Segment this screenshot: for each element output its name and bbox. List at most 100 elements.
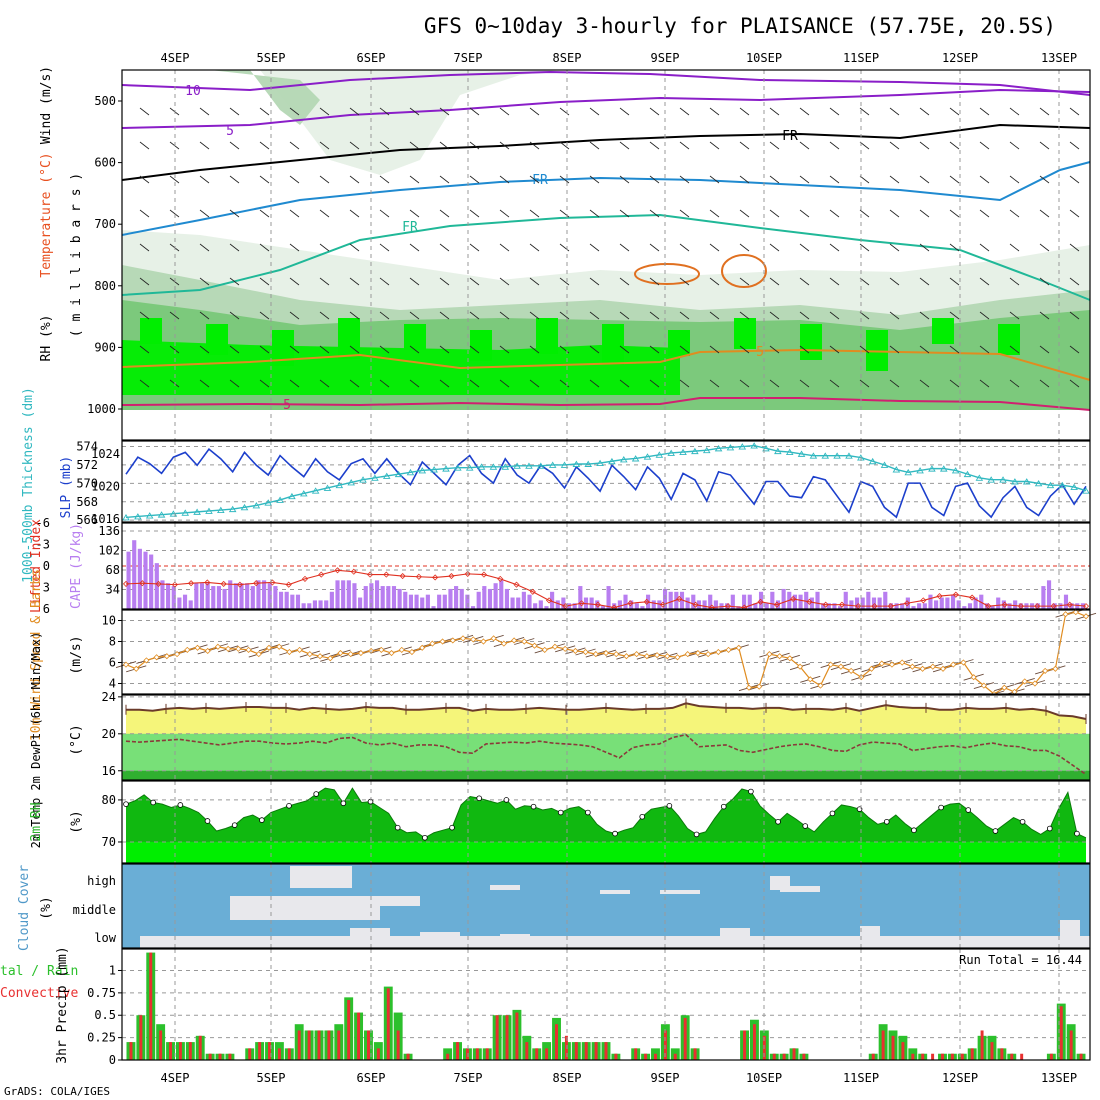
- barb-2-21: [769, 175, 780, 184]
- wind-marker-16: [286, 648, 293, 656]
- wind-marker-17: [296, 646, 303, 653]
- cape-bar-84: [600, 606, 605, 609]
- cape-bar-51: [414, 594, 419, 609]
- cape-bar-90: [634, 603, 639, 609]
- rh-marker-18: [286, 803, 292, 809]
- barb-2-17: [649, 175, 660, 184]
- li-marker-6: [220, 580, 227, 587]
- barb-3-0: [139, 209, 150, 218]
- thickness-marker-26: [430, 466, 438, 473]
- barb-6-1: [169, 311, 180, 320]
- cape-bar-141: [922, 603, 927, 609]
- barb-6-19: [709, 311, 720, 320]
- thickness-marker-79: [1058, 481, 1067, 489]
- thickness-marker-72: [975, 474, 984, 481]
- precip-tick-1: 0.25: [87, 1031, 116, 1045]
- contour-2: [121, 123, 1091, 181]
- barb-6-11: [469, 311, 480, 320]
- barb-1-21: [769, 141, 780, 150]
- cape-bar-139: [911, 606, 916, 609]
- barb-1-6: [319, 141, 330, 150]
- cape-bar-116: [781, 588, 786, 609]
- cape-bar-125: [832, 603, 837, 609]
- slp-tick-1: 1020: [91, 479, 120, 493]
- cape-bar-19: [233, 583, 238, 609]
- wind-marker-4: [163, 653, 170, 660]
- precip-conv-bar-66: [782, 1053, 786, 1060]
- barb-6-21: [769, 311, 780, 320]
- barb-5-25: [889, 277, 900, 286]
- rh-marker-48: [557, 809, 564, 816]
- cape-bar-23: [256, 580, 261, 609]
- thickness-marker-27: [442, 465, 450, 472]
- cape-bar-70: [521, 591, 526, 609]
- cape-tick-2: 102: [98, 544, 120, 558]
- precip-conv-bar-3: [159, 1030, 163, 1060]
- wind-marker-65: [786, 655, 793, 662]
- barb-1-14: [559, 141, 570, 150]
- rh-marker-45: [530, 803, 537, 810]
- rh-tick-0: 70: [102, 835, 116, 849]
- barb-3-7: [349, 209, 360, 218]
- precip-conv-bar-48: [604, 1042, 608, 1060]
- wind-marker-0: [122, 661, 130, 668]
- barb-3-25: [889, 209, 900, 218]
- cape-bar-78: [566, 603, 572, 609]
- ylabel-rh-units: (%): [69, 810, 84, 833]
- precip-conv-bar-5: [178, 1042, 182, 1060]
- precip-conv-bar-79: [911, 1053, 915, 1060]
- precip-conv-bar-12: [248, 1048, 252, 1060]
- precip-conv-bar-4: [169, 1042, 173, 1060]
- barb-3-16: [619, 209, 630, 218]
- wind-marker-52: [653, 652, 661, 659]
- cape-bar-22: [250, 586, 255, 609]
- cape-bar-163: [1046, 580, 1052, 609]
- cape-bar-56: [442, 594, 447, 609]
- thickness-marker-48: [691, 447, 699, 455]
- barb-6-4: [259, 311, 270, 320]
- barb-8-15: [589, 379, 600, 388]
- precip-conv-bar-95: [1069, 1030, 1073, 1060]
- cape-bar-7: [166, 583, 171, 609]
- cape-bar-64: [487, 588, 493, 609]
- li-marker-34: [676, 595, 683, 603]
- barb-6-12: [499, 311, 510, 320]
- date-bottom-3: 7SEP: [454, 1071, 483, 1085]
- barb-3-23: [829, 209, 840, 218]
- wind-marker-21: [337, 649, 344, 657]
- barb-0-5: [289, 107, 300, 116]
- wind-marker-94: [1082, 613, 1090, 620]
- barb-2-5: [289, 175, 300, 184]
- warm-contour-0: [634, 263, 700, 285]
- cape-bar-165: [1058, 603, 1063, 609]
- rh-cell-9: [734, 318, 756, 349]
- contour-label-5: 5: [756, 345, 764, 360]
- barb-3-13: [529, 209, 540, 218]
- upper-air-ylabel: RH (%) Temperature (°C) Wind (m/s) ( m i…: [39, 66, 84, 362]
- precip-conv-bar-32: [446, 1053, 450, 1060]
- barb-1-7: [349, 141, 360, 150]
- thickness-marker-81: [1082, 487, 1090, 494]
- barb-3-3: [229, 209, 240, 218]
- barb-8-3: [229, 379, 240, 388]
- barb-0-15: [589, 107, 600, 116]
- cape-bar-34: [318, 600, 323, 609]
- barb-5-22: [799, 277, 810, 286]
- barb-6-23: [829, 311, 840, 320]
- cape-bar-103: [708, 594, 713, 609]
- thick-tick-0: 566: [76, 513, 98, 527]
- barb-3-8: [379, 209, 390, 218]
- contour-label-6: 5: [283, 398, 291, 413]
- barb-4-22: [799, 243, 810, 252]
- precip-conv-bar-51: [634, 1048, 638, 1060]
- cape-bar-67: [504, 588, 509, 609]
- wind-marker-7: [194, 644, 201, 651]
- thickness-marker-2: [145, 512, 154, 519]
- date-bottom-4: 8SEP: [553, 1071, 582, 1085]
- precip-conv-bar-68: [802, 1053, 806, 1060]
- thickness-marker-6: [193, 508, 201, 515]
- barb-7-30: [1039, 345, 1050, 354]
- barb-4-26: [919, 243, 930, 252]
- li-marker-54: [1001, 601, 1008, 608]
- barb-8-22: [799, 379, 810, 388]
